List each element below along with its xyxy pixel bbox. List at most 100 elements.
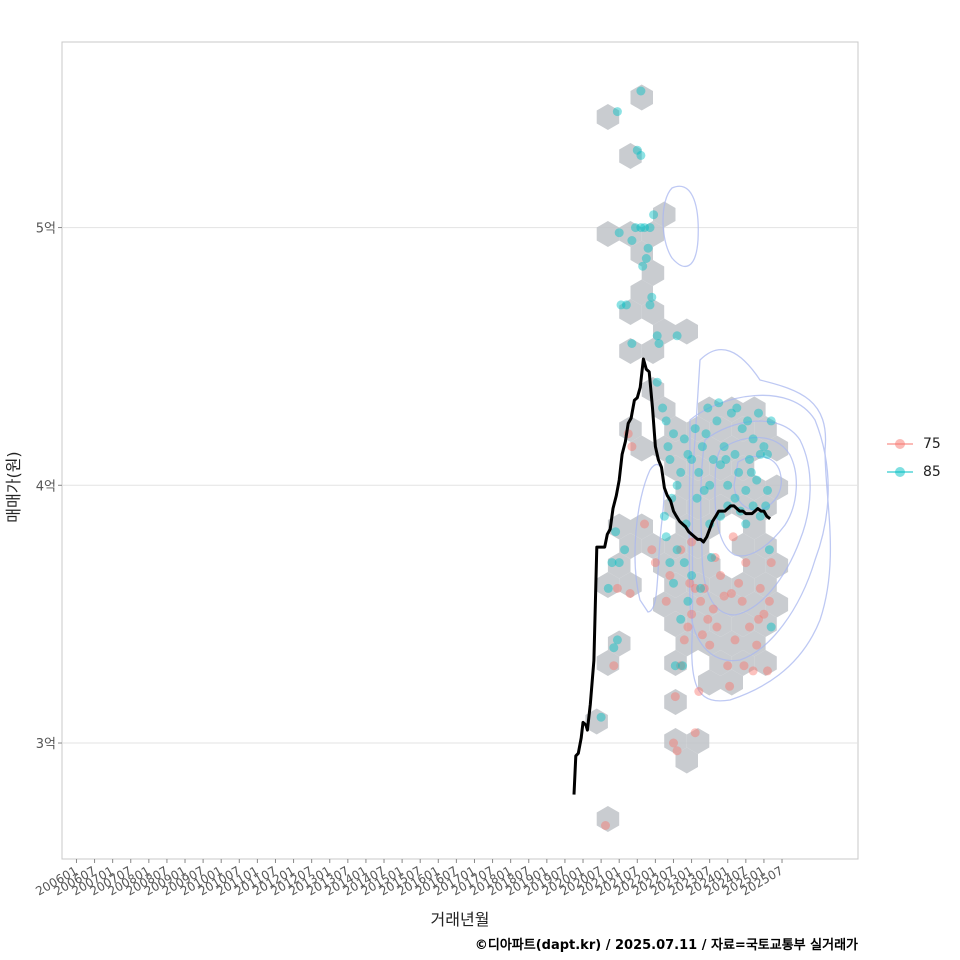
data-point-75 xyxy=(687,537,697,547)
data-point-85 xyxy=(640,223,649,233)
hexbin-cell xyxy=(754,650,777,676)
hexbin-cell xyxy=(630,435,653,462)
hexbin-cell xyxy=(585,708,608,735)
hexbin-cell xyxy=(698,396,721,423)
data-point-85 xyxy=(645,223,655,233)
data-point-85 xyxy=(627,339,637,348)
data-point-85 xyxy=(755,511,765,521)
hexbin-cell xyxy=(765,474,789,501)
data-point-85 xyxy=(679,434,689,444)
hexbin-cell xyxy=(709,416,732,442)
data-point-75 xyxy=(696,596,706,606)
data-point-85 xyxy=(690,424,700,434)
density-contour-layer xyxy=(634,185,832,702)
legend-item-85[interactable]: 85 xyxy=(885,458,941,486)
data-point-85 xyxy=(705,480,715,490)
hexbin-cell xyxy=(596,572,620,598)
data-point-75 xyxy=(697,630,707,640)
density-contour xyxy=(700,420,811,616)
data-point-85 xyxy=(712,416,722,426)
hexbin-cell xyxy=(630,279,653,306)
y-tick-label: 5억 xyxy=(36,222,56,237)
data-point-85 xyxy=(647,292,657,302)
x-axis-label: 거래년월 xyxy=(430,910,490,929)
hexbin-cell xyxy=(743,474,766,501)
data-point-75 xyxy=(728,532,738,542)
data-point-75 xyxy=(741,558,751,568)
data-point-85 xyxy=(665,558,675,568)
hexbin-cell xyxy=(653,396,676,423)
data-point-75 xyxy=(699,583,709,593)
data-point-85 xyxy=(737,424,747,434)
data-point-85 xyxy=(701,429,711,439)
density-contour xyxy=(688,394,829,662)
hexbin-cell xyxy=(630,84,653,111)
hexbin-cell xyxy=(698,591,721,618)
hexbin-cell xyxy=(607,552,631,579)
density-contour xyxy=(662,185,699,268)
legend-key-75 xyxy=(885,437,915,451)
data-point-75 xyxy=(705,640,715,650)
hexbin-cell xyxy=(765,591,789,618)
hexbin-cell xyxy=(731,416,755,442)
data-point-85 xyxy=(719,442,729,452)
data-point-85 xyxy=(652,377,662,387)
data-point-85 xyxy=(707,553,716,562)
hexbin-cell xyxy=(731,611,755,637)
hexbin-cell xyxy=(596,104,620,130)
legend: 75 85 xyxy=(885,430,941,486)
data-point-85 xyxy=(714,398,724,408)
data-point-75 xyxy=(703,614,713,624)
data-point-85 xyxy=(661,416,671,426)
data-point-85 xyxy=(672,480,682,490)
hexbin-cell xyxy=(664,611,687,637)
hexbin-cell xyxy=(698,630,721,657)
data-point-85 xyxy=(716,460,725,470)
data-point-75 xyxy=(755,583,765,593)
data-point-75 xyxy=(676,661,686,671)
data-point-85 xyxy=(726,408,736,418)
hexbin-cell xyxy=(743,513,766,540)
data-point-85 xyxy=(614,558,624,568)
trend-line-layer xyxy=(572,357,772,795)
data-point-75 xyxy=(763,666,772,676)
data-point-75 xyxy=(754,614,763,624)
data-point-85 xyxy=(659,511,669,521)
data-point-75 xyxy=(612,583,622,593)
data-point-85 xyxy=(663,442,673,452)
data-point-75 xyxy=(730,635,740,645)
hexbin-cell xyxy=(731,533,755,559)
data-point-85 xyxy=(721,455,731,464)
y-axis-ticks: 3억 4억 5억 xyxy=(36,222,62,752)
data-point-85 xyxy=(620,545,630,555)
hexbin-cell xyxy=(686,455,710,481)
hexbin-cell xyxy=(720,396,743,423)
data-point-85 xyxy=(696,583,706,593)
data-point-85 xyxy=(607,558,617,568)
data-point-85 xyxy=(643,243,653,253)
hexbin-cell xyxy=(720,669,743,696)
data-point-85 xyxy=(678,661,687,671)
data-point-75 xyxy=(625,589,635,598)
data-point-85 xyxy=(641,254,651,263)
hexbin-cell xyxy=(596,806,620,832)
hexbin-cell xyxy=(607,630,631,657)
data-point-85 xyxy=(612,635,622,645)
data-point-85 xyxy=(612,107,622,117)
hexbin-cell xyxy=(720,630,743,657)
data-point-85 xyxy=(683,596,693,606)
data-point-85 xyxy=(609,643,619,653)
hexbin-cell xyxy=(698,669,721,696)
legend-item-75[interactable]: 75 xyxy=(885,430,941,458)
data-point-85 xyxy=(732,403,742,413)
hexbin-cell xyxy=(743,630,766,657)
y-axis-label: 매매가(원) xyxy=(4,451,23,523)
hexbin-cell xyxy=(630,240,653,267)
data-point-85 xyxy=(763,485,772,495)
data-point-75 xyxy=(739,661,749,671)
data-point-85 xyxy=(694,467,704,477)
data-point-85 xyxy=(741,485,751,495)
data-point-75 xyxy=(670,692,680,702)
data-point-85 xyxy=(645,300,655,310)
